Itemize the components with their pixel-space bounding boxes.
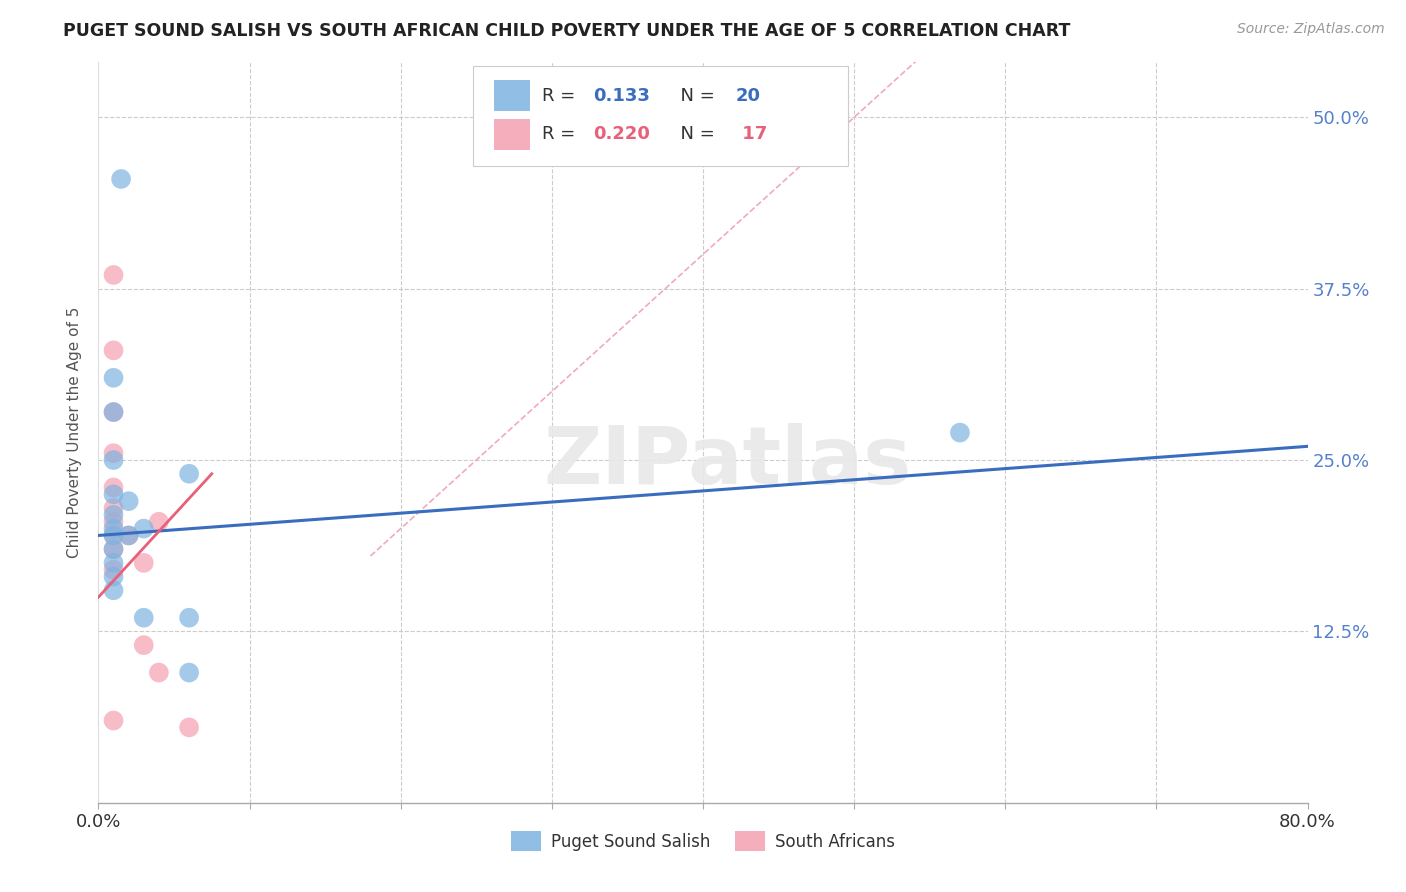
Point	[103, 569, 125, 583]
Point	[103, 528, 125, 542]
Point	[103, 583, 125, 598]
Point	[132, 522, 155, 536]
Bar	[494, 80, 530, 112]
Text: ZIPatlas: ZIPatlas	[543, 423, 911, 501]
FancyBboxPatch shape	[474, 66, 848, 166]
Point	[103, 542, 125, 557]
Point	[148, 665, 170, 680]
Text: N =: N =	[669, 87, 721, 104]
Point	[103, 556, 125, 570]
Text: 17: 17	[735, 125, 766, 144]
Point	[103, 515, 125, 529]
Point	[103, 501, 125, 516]
Point	[179, 665, 201, 680]
Point	[132, 638, 155, 652]
Legend: Puget Sound Salish, South Africans: Puget Sound Salish, South Africans	[505, 825, 901, 857]
Text: PUGET SOUND SALISH VS SOUTH AFRICAN CHILD POVERTY UNDER THE AGE OF 5 CORRELATION: PUGET SOUND SALISH VS SOUTH AFRICAN CHIL…	[63, 22, 1070, 40]
Point	[103, 563, 125, 577]
Point	[118, 528, 141, 542]
Point	[103, 528, 125, 542]
Point	[103, 453, 125, 467]
Point	[103, 480, 125, 494]
Point	[103, 405, 125, 419]
Point	[148, 515, 170, 529]
Text: 0.220: 0.220	[593, 125, 650, 144]
Point	[103, 343, 125, 358]
Y-axis label: Child Poverty Under the Age of 5: Child Poverty Under the Age of 5	[67, 307, 83, 558]
Point	[179, 610, 201, 624]
Text: 0.133: 0.133	[593, 87, 650, 104]
Point	[103, 268, 125, 282]
Point	[103, 542, 125, 557]
Point	[103, 522, 125, 536]
Text: Source: ZipAtlas.com: Source: ZipAtlas.com	[1237, 22, 1385, 37]
Text: R =: R =	[543, 125, 581, 144]
Point	[103, 487, 125, 501]
Bar	[494, 119, 530, 150]
Text: R =: R =	[543, 87, 581, 104]
Point	[118, 528, 141, 542]
Point	[132, 610, 155, 624]
Point	[103, 508, 125, 522]
Text: 20: 20	[735, 87, 761, 104]
Point	[103, 714, 125, 728]
Point	[103, 446, 125, 460]
Point	[118, 494, 141, 508]
Text: N =: N =	[669, 125, 721, 144]
Point	[103, 405, 125, 419]
Point	[110, 172, 132, 186]
Point	[179, 467, 201, 481]
Point	[132, 556, 155, 570]
Point	[103, 371, 125, 385]
Point	[179, 720, 201, 734]
Point	[949, 425, 972, 440]
